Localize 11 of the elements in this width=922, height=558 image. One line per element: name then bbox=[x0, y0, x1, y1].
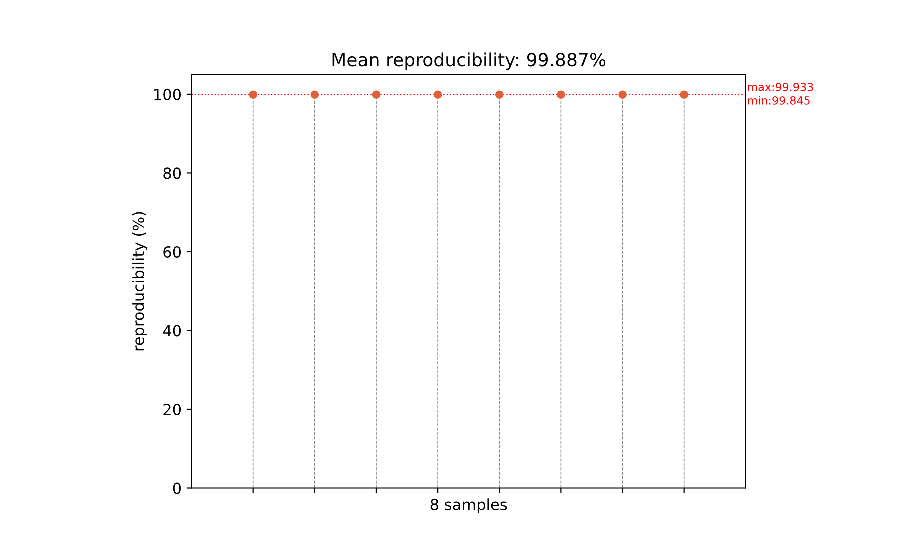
y-tick-label: 40 bbox=[163, 325, 182, 337]
y-tick-label: 60 bbox=[164, 246, 182, 258]
y-tick-label: 100 bbox=[154, 88, 182, 100]
y-tick-label: 0 bbox=[173, 482, 182, 494]
y-axis-title: reproducibility (%) bbox=[132, 212, 148, 351]
y-tick-label: 20 bbox=[164, 404, 182, 416]
y-tick-label: 80 bbox=[164, 168, 182, 180]
chart-title: Mean reproducibility: 99.887% bbox=[332, 52, 606, 70]
x-axis-title: 8 samples bbox=[430, 498, 508, 514]
text: max:99.933 bbox=[748, 82, 814, 92]
text: min:99.845 bbox=[748, 96, 810, 105]
